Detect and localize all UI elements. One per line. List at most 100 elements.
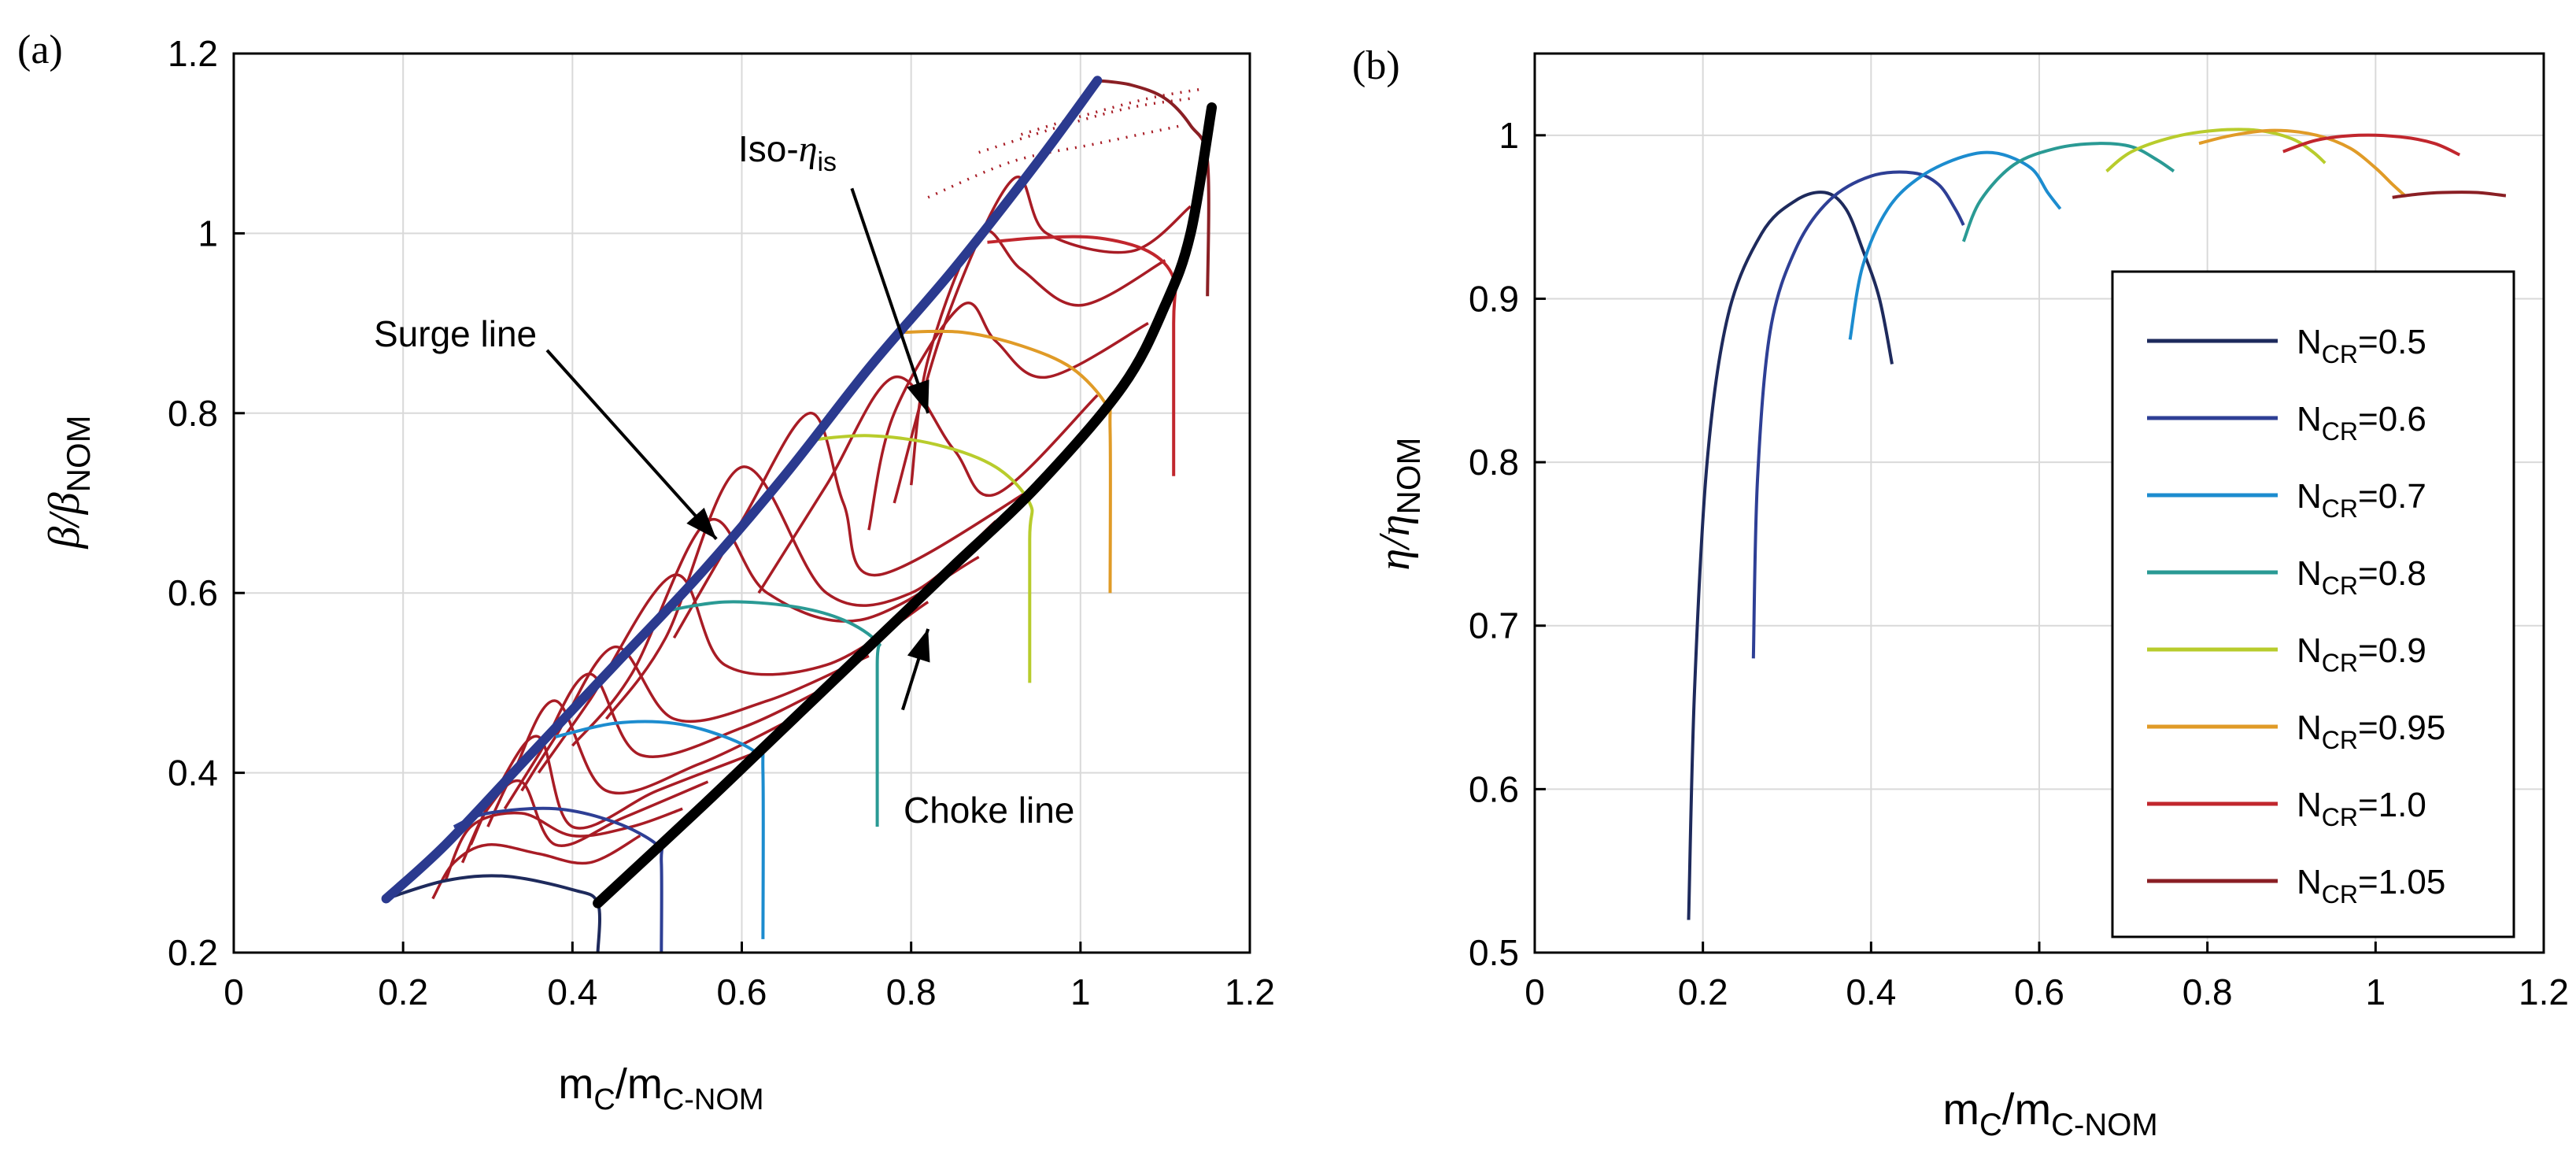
y-tick-label: 0.5 xyxy=(1469,932,1519,973)
legend-label-value: =0.8 xyxy=(2358,554,2426,593)
panel-a-label: (a) xyxy=(17,28,63,72)
efficiency-line xyxy=(2198,128,2407,198)
x-tick-label: 1 xyxy=(2366,972,2386,1012)
y-tick-label: 0.7 xyxy=(1469,605,1519,646)
chart-a-surge-label: Surge line xyxy=(374,313,537,354)
chart-a-iso-label: Iso-ηis xyxy=(738,128,837,177)
iso-efficiency-curve xyxy=(431,834,641,900)
legend-label-value: =0.6 xyxy=(2358,400,2426,439)
legend-label-sub: CR xyxy=(2322,880,2358,909)
chart-a-xlabel-main: m xyxy=(558,1060,593,1108)
speed-line xyxy=(902,329,1112,594)
chart-b-x-tick-labels: 0 0.2 0.4 0.6 0.8 1 1.2 xyxy=(1525,972,2569,1012)
chart-b-y-axis-label: η/ηNOM xyxy=(1370,437,1427,570)
chart-b-ylabel-sub: NOM xyxy=(1390,437,1427,514)
chart-b-legend: NCR=0.5NCR=0.6NCR=0.7NCR=0.8NCR=0.9NCR=0… xyxy=(2111,270,2515,938)
legend-label-value: =1.05 xyxy=(2358,863,2445,901)
chart-b-xlabel-sub1: C xyxy=(1979,1108,2002,1142)
efficiency-line xyxy=(1848,150,2062,340)
chart-a-y-tick-labels: 0.2 0.4 0.6 0.8 1 1.2 xyxy=(168,33,218,973)
x-tick-label: 0 xyxy=(224,972,244,1012)
chart-a-arrows xyxy=(545,187,930,711)
speed-line xyxy=(665,600,881,827)
speed-line xyxy=(555,720,765,939)
choke-arrow-head xyxy=(907,628,930,663)
iso-efficiency-curve xyxy=(469,735,751,846)
iso-efficiency-curve xyxy=(604,465,997,720)
legend-label-sub: CR xyxy=(2322,726,2358,754)
legend-label: NCR=0.8 xyxy=(2297,554,2426,600)
speed-line xyxy=(453,806,663,953)
x-tick-label: 0.2 xyxy=(378,972,428,1012)
chart-a-iso-efficiency-curves xyxy=(431,176,1192,900)
legend-label: NCR=1.0 xyxy=(2297,786,2426,831)
legend-label: NCR=1.05 xyxy=(2297,863,2445,909)
y-tick-label: 0.2 xyxy=(168,932,218,973)
speed-line xyxy=(987,235,1177,476)
x-tick-label: 0.4 xyxy=(1846,972,1896,1012)
legend-label-sub: CR xyxy=(2322,417,2358,446)
legend-label-main: N xyxy=(2297,631,2322,670)
iso-efficiency-curve xyxy=(893,176,1192,504)
x-tick-label: 0.6 xyxy=(2014,972,2064,1012)
efficiency-line xyxy=(1687,191,1894,920)
legend-label-value: =1.0 xyxy=(2358,786,2426,824)
surge-arrow-head xyxy=(686,507,717,539)
chart-b-efficiency-lines xyxy=(1687,128,2507,920)
iso-efficiency-curve xyxy=(571,517,980,747)
efficiency-line xyxy=(2392,191,2507,199)
chart-a-xlabel-sep: /m xyxy=(615,1060,663,1108)
legend-label-main: N xyxy=(2297,863,2322,901)
x-tick-label: 0.4 xyxy=(547,972,597,1012)
chart-a-plot-frame xyxy=(232,52,1251,954)
chart-b-legend-items: NCR=0.5NCR=0.6NCR=0.7NCR=0.8NCR=0.9NCR=0… xyxy=(2147,323,2445,909)
panel-b-label: (b) xyxy=(1352,43,1400,88)
chart-a-x-tick-labels: 0 0.2 0.4 0.6 0.8 1 1.2 xyxy=(224,972,1275,1012)
chart-a-grid xyxy=(232,52,1251,954)
legend-label-main: N xyxy=(2297,323,2322,361)
chart-a-iso-sub: is xyxy=(818,147,837,177)
y-tick-label: 1 xyxy=(198,213,218,254)
legend-label-main: N xyxy=(2297,786,2322,824)
chart-b-plot-frame xyxy=(1533,52,2545,954)
chart-b-xlabel-main: m xyxy=(1942,1084,1979,1134)
speed-line xyxy=(386,874,601,953)
y-tick-label: 0.8 xyxy=(1469,442,1519,483)
y-tick-label: 0.4 xyxy=(168,753,218,794)
chart-b-y-tick-labels: 0.5 0.6 0.7 0.8 0.9 1 xyxy=(1469,115,1519,973)
chart-a-choke-label: Choke line xyxy=(904,790,1074,831)
chart-a-iso-efficiency-dotted xyxy=(927,87,1199,199)
efficiency-line xyxy=(2282,133,2461,157)
legend-label-sub: CR xyxy=(2322,572,2358,600)
chart-a: 0 0.2 0.4 0.6 0.8 1 1.2 0.20.40.60.811.2 mC/mC… xyxy=(40,33,1275,1116)
chart-b-legend-box xyxy=(2111,270,2515,938)
chart-b-ylabel-main: η/η xyxy=(1370,514,1419,570)
iso-efficiency-curve xyxy=(444,807,683,882)
chart-a-iso-main: Iso- xyxy=(738,128,799,169)
iso-efficiency-dotted-curve xyxy=(1020,87,1199,136)
chart-a-boundary-lines xyxy=(381,76,1218,909)
legend-label-main: N xyxy=(2297,477,2322,516)
speed-line xyxy=(1097,79,1210,297)
iso-efficiency-dotted-curve xyxy=(978,97,1191,154)
x-tick-label: 1 xyxy=(1070,972,1091,1012)
efficiency-line xyxy=(2105,128,2327,173)
speed-line xyxy=(809,434,1034,683)
surge-arrow-line xyxy=(545,349,718,541)
x-tick-label: 0.2 xyxy=(1678,972,1728,1012)
x-tick-label: 0.8 xyxy=(2182,972,2233,1012)
chart-b-xlabel-sub2: C-NOM xyxy=(2051,1108,2158,1142)
chart-a-y-axis-label: β/βNOM xyxy=(40,415,97,549)
legend-label-sub: CR xyxy=(2322,803,2358,831)
y-tick-label: 0.6 xyxy=(168,572,218,613)
chart-a-ylabel-sub: NOM xyxy=(60,415,97,492)
legend-label-sub: CR xyxy=(2322,340,2358,368)
y-tick-label: 1.2 xyxy=(168,33,218,74)
y-tick-label: 1 xyxy=(1499,115,1519,156)
chart-b-x-axis-label: mC/mC-NOM xyxy=(1942,1084,2157,1142)
chart-a-ylabel-main: β/β xyxy=(40,492,89,549)
legend-label-main: N xyxy=(2297,554,2322,593)
legend-label: NCR=0.9 xyxy=(2297,631,2426,677)
iso-arrow-head xyxy=(907,379,930,413)
chart-a-x-axis-label: mC/mC-NOM xyxy=(558,1060,763,1116)
